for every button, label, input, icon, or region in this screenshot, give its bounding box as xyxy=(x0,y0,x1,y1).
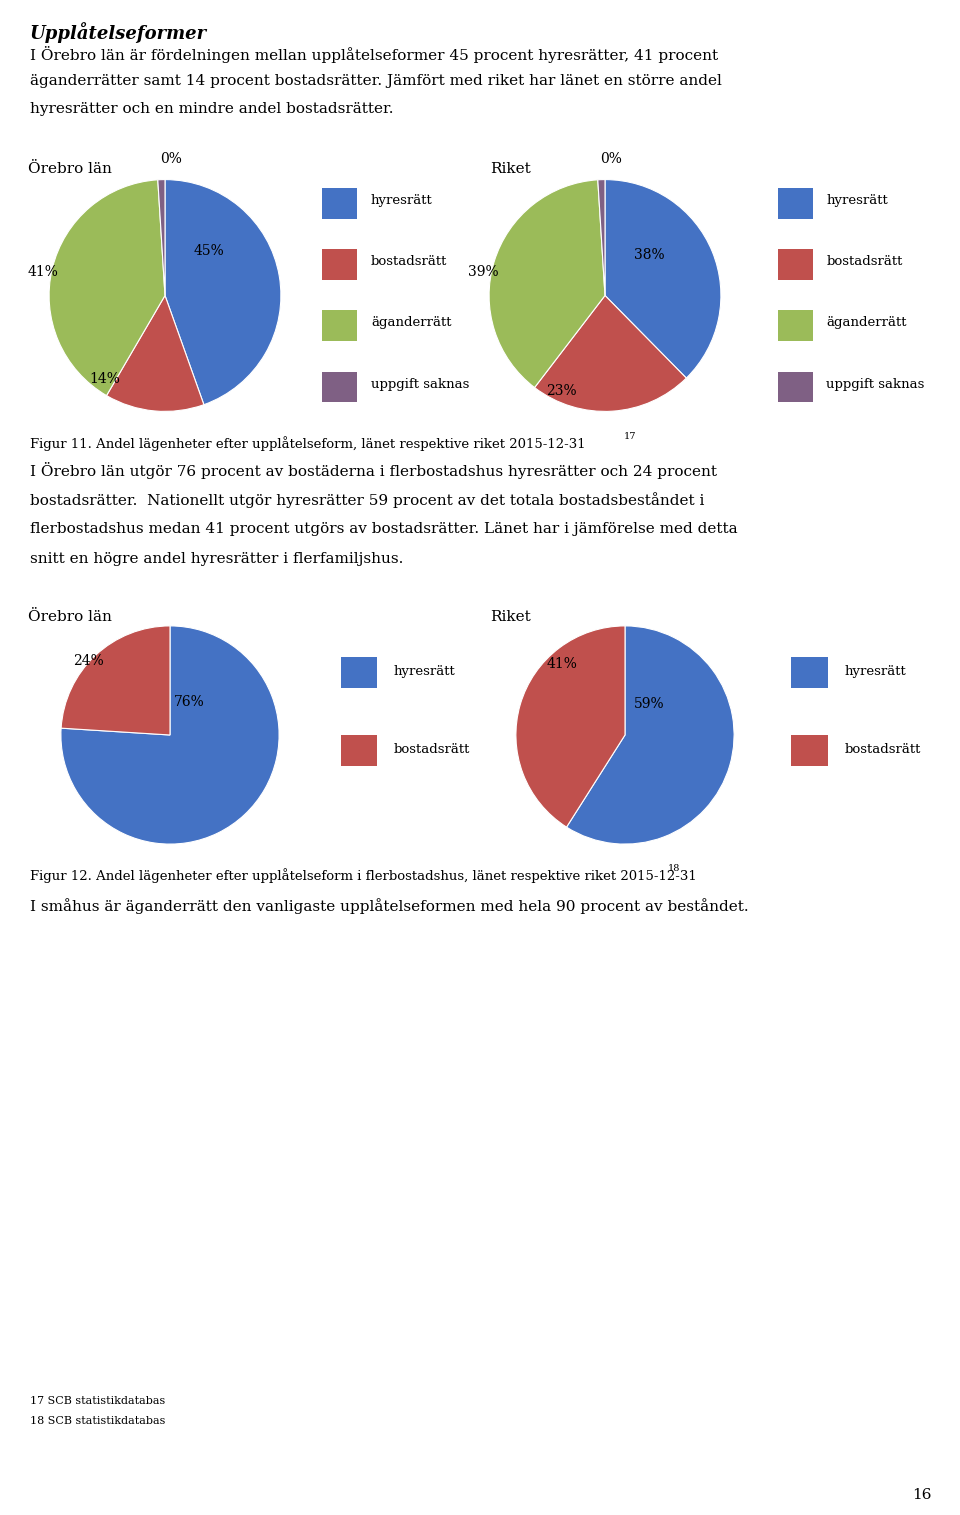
Text: hyresrätter och en mindre andel bostadsrätter.: hyresrätter och en mindre andel bostadsr… xyxy=(30,102,394,117)
Text: 76%: 76% xyxy=(175,695,205,709)
Wedge shape xyxy=(107,295,204,412)
Text: äganderrätt: äganderrätt xyxy=(371,317,451,329)
Bar xyxy=(323,311,357,341)
Wedge shape xyxy=(165,180,281,405)
Wedge shape xyxy=(566,626,734,844)
Text: Upplåtelseformer: Upplåtelseformer xyxy=(30,23,207,42)
Wedge shape xyxy=(516,626,625,827)
Text: 17 SCB statistikdatabas: 17 SCB statistikdatabas xyxy=(30,1395,165,1406)
Text: Figur 11. Andel lägenheter efter upplåtelseform, länet respektive riket 2015-12-: Figur 11. Andel lägenheter efter upplåte… xyxy=(30,436,586,451)
Bar xyxy=(323,371,357,401)
Text: 14%: 14% xyxy=(89,373,120,386)
Text: 18: 18 xyxy=(668,864,681,873)
Text: Örebro län: Örebro län xyxy=(28,162,112,176)
Wedge shape xyxy=(60,626,279,844)
Text: 24%: 24% xyxy=(73,654,104,668)
Wedge shape xyxy=(49,180,165,395)
Text: bostadsrätt: bostadsrätt xyxy=(371,256,447,268)
Bar xyxy=(778,311,812,341)
Text: bostadsrätt: bostadsrätt xyxy=(845,742,922,756)
Text: uppgift saknas: uppgift saknas xyxy=(827,377,924,391)
Text: bostadsrätt: bostadsrätt xyxy=(827,256,902,268)
Text: hyresrätt: hyresrätt xyxy=(845,665,906,679)
Text: uppgift saknas: uppgift saknas xyxy=(371,377,469,391)
Wedge shape xyxy=(535,295,686,412)
Text: hyresrätt: hyresrätt xyxy=(827,194,888,208)
Bar xyxy=(323,250,357,280)
Bar xyxy=(791,735,828,767)
Text: Örebro län: Örebro län xyxy=(28,611,112,624)
Text: 18 SCB statistikdatabas: 18 SCB statistikdatabas xyxy=(30,1417,165,1426)
Wedge shape xyxy=(157,180,165,295)
Text: bostadsrätt: bostadsrätt xyxy=(394,742,470,756)
Text: äganderrätt: äganderrätt xyxy=(827,317,907,329)
Text: I småhus är äganderrätt den vanligaste upplåtelseformen med hela 90 procent av b: I småhus är äganderrätt den vanligaste u… xyxy=(30,898,749,914)
Text: 41%: 41% xyxy=(546,658,577,671)
Text: 41%: 41% xyxy=(28,265,59,279)
Wedge shape xyxy=(61,626,170,735)
Text: hyresrätt: hyresrätt xyxy=(371,194,433,208)
Wedge shape xyxy=(605,180,721,379)
Bar xyxy=(778,371,812,401)
Text: bostadsrätter.  Nationellt utgör hyresrätter 59 procent av det totala bostadsbes: bostadsrätter. Nationellt utgör hyresrät… xyxy=(30,492,705,508)
Text: Riket: Riket xyxy=(490,611,531,624)
Text: I Örebro län utgör 76 procent av bostäderna i flerbostadshus hyresrätter och 24 : I Örebro län utgör 76 procent av bostäde… xyxy=(30,462,717,479)
Text: snitt en högre andel hyresrätter i flerfamiljshus.: snitt en högre andel hyresrätter i flerf… xyxy=(30,551,403,567)
Text: 23%: 23% xyxy=(545,383,576,397)
Bar xyxy=(778,250,812,280)
Text: flerbostadshus medan 41 procent utgörs av bostadsrätter. Länet har i jämförelse : flerbostadshus medan 41 procent utgörs a… xyxy=(30,523,737,536)
Text: 45%: 45% xyxy=(194,244,225,259)
Text: I Örebro län är fördelningen mellan upplåtelseformer 45 procent hyresrätter, 41 : I Örebro län är fördelningen mellan uppl… xyxy=(30,45,718,64)
Bar xyxy=(341,658,377,688)
Text: 59%: 59% xyxy=(634,697,664,712)
Wedge shape xyxy=(598,180,605,295)
Text: 0%: 0% xyxy=(600,152,622,165)
Bar xyxy=(778,188,812,218)
Text: 38%: 38% xyxy=(634,248,664,262)
Wedge shape xyxy=(489,180,605,388)
Text: hyresrätt: hyresrätt xyxy=(394,665,456,679)
Text: Riket: Riket xyxy=(490,162,531,176)
Text: 16: 16 xyxy=(913,1488,932,1501)
Text: 0%: 0% xyxy=(160,152,181,165)
Text: 39%: 39% xyxy=(468,265,498,279)
Bar xyxy=(791,658,828,688)
Text: Figur 12. Andel lägenheter efter upplåtelseform i flerbostadshus, länet respekti: Figur 12. Andel lägenheter efter upplåte… xyxy=(30,868,697,883)
Bar xyxy=(323,188,357,218)
Text: äganderrätter samt 14 procent bostadsrätter. Jämfört med riket har länet en stör: äganderrätter samt 14 procent bostadsrät… xyxy=(30,74,722,88)
Bar xyxy=(341,735,377,767)
Text: 17: 17 xyxy=(624,432,636,441)
